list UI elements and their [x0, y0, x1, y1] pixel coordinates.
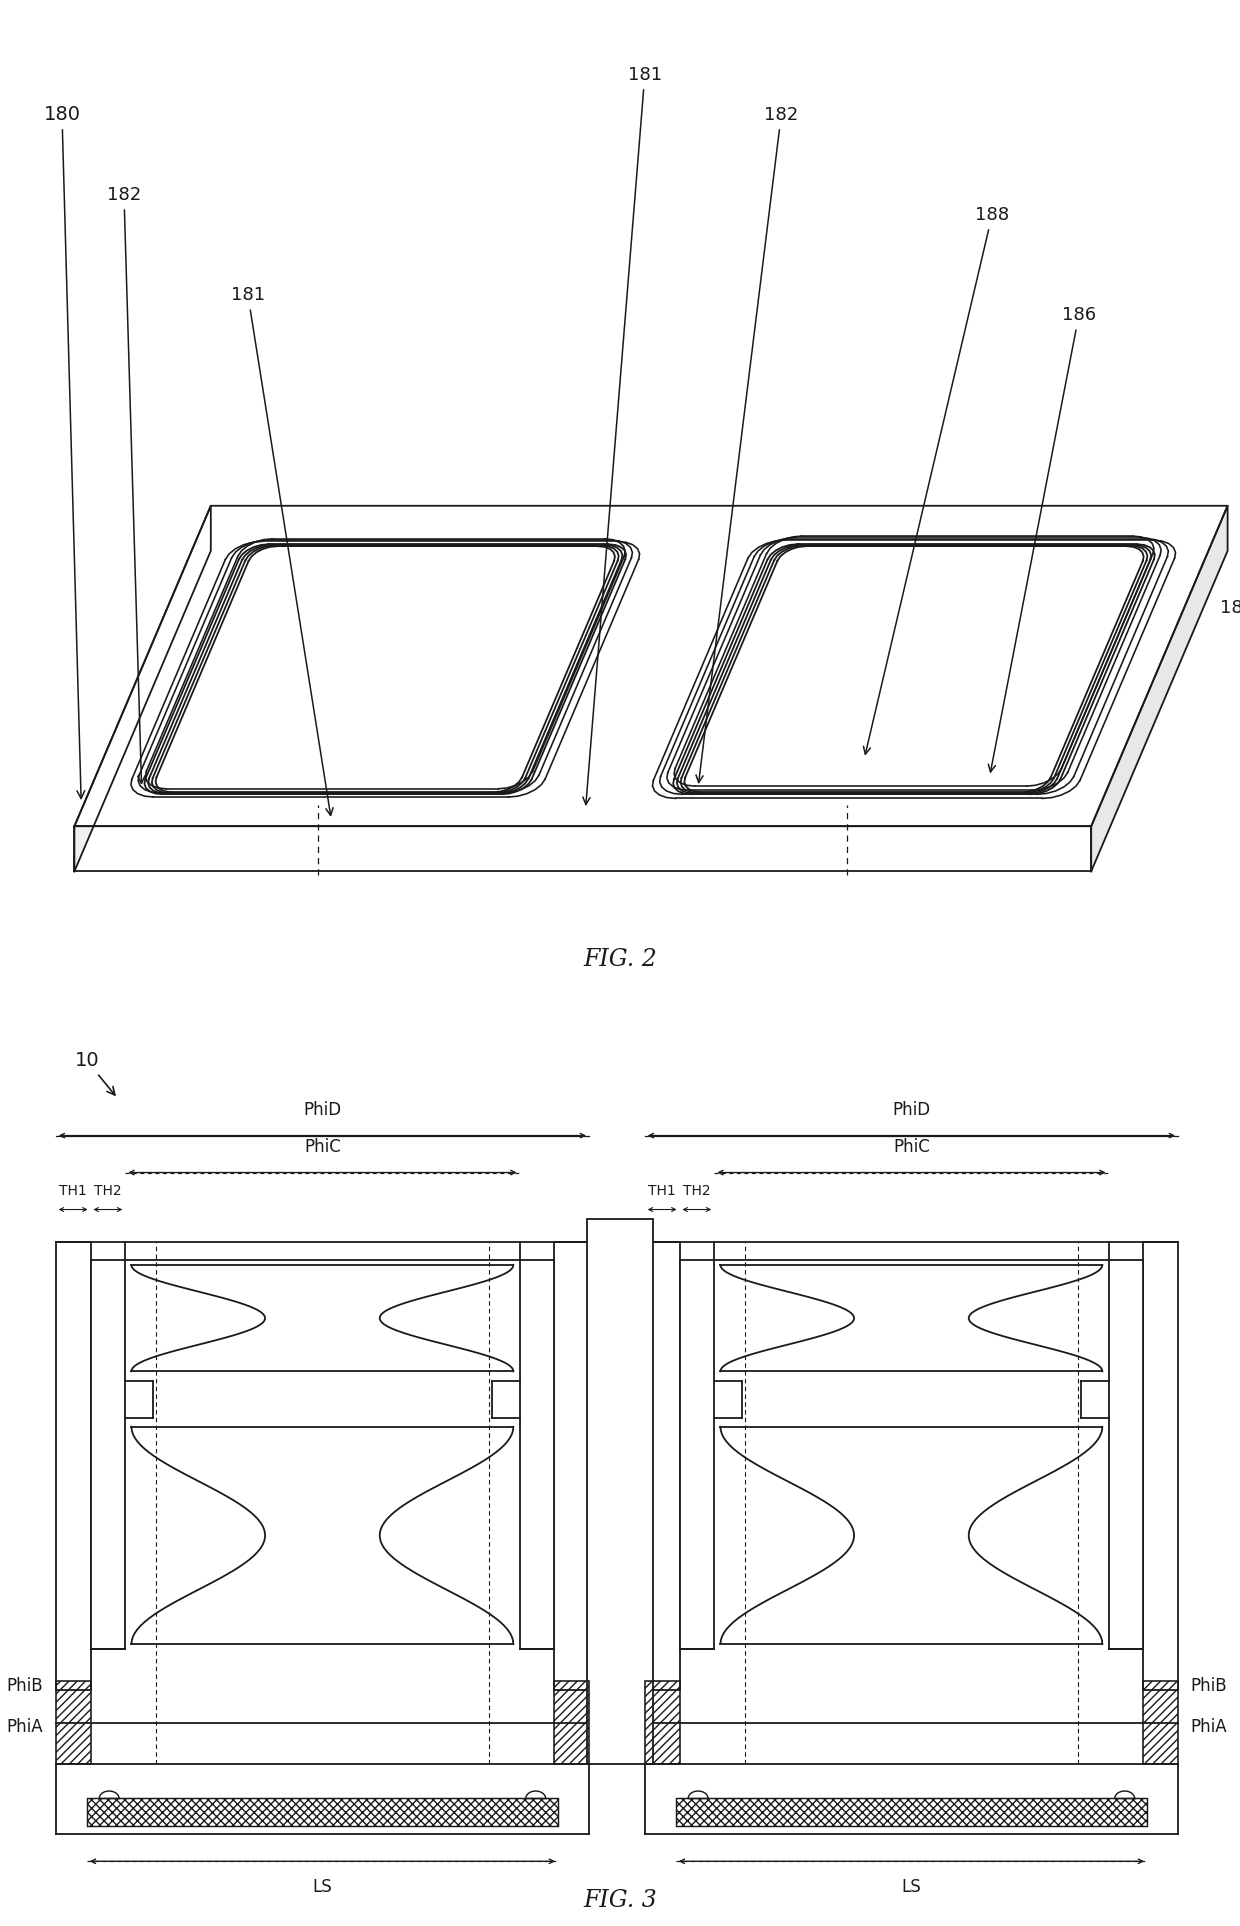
Polygon shape [91, 1260, 125, 1649]
Text: PhiD: PhiD [893, 1102, 930, 1119]
Text: PhiB: PhiB [1190, 1678, 1228, 1695]
Text: FIG. 3: FIG. 3 [583, 1889, 657, 1913]
Text: 181: 181 [583, 65, 662, 805]
Text: PhiA: PhiA [6, 1718, 43, 1735]
Polygon shape [74, 507, 1228, 826]
Polygon shape [1109, 1260, 1143, 1649]
Polygon shape [587, 1219, 653, 1764]
Text: LS: LS [312, 1878, 332, 1895]
Text: 186: 186 [988, 306, 1096, 772]
Text: 182: 182 [107, 187, 145, 784]
Text: TH1: TH1 [60, 1184, 87, 1198]
Polygon shape [1091, 507, 1228, 871]
Text: PhiD: PhiD [304, 1102, 341, 1119]
Polygon shape [74, 507, 211, 871]
Text: 180: 180 [43, 106, 84, 799]
Text: TH1: TH1 [649, 1184, 676, 1198]
Text: 181: 181 [231, 287, 334, 815]
Polygon shape [1143, 1242, 1178, 1691]
Text: TH2: TH2 [683, 1184, 711, 1198]
Polygon shape [554, 1242, 589, 1691]
Text: TH2: TH2 [94, 1184, 122, 1198]
Polygon shape [680, 1260, 714, 1649]
Text: 184: 184 [1219, 599, 1240, 616]
Text: 10: 10 [74, 1052, 115, 1096]
Text: PhiC: PhiC [893, 1138, 930, 1156]
Text: PhiA: PhiA [1190, 1718, 1228, 1735]
Text: 182: 182 [696, 106, 799, 782]
Text: PhiC: PhiC [304, 1138, 341, 1156]
Text: FIG. 2: FIG. 2 [583, 948, 657, 971]
Polygon shape [74, 826, 1091, 871]
Polygon shape [645, 1242, 680, 1691]
Text: 188: 188 [863, 206, 1009, 755]
Text: PhiB: PhiB [6, 1678, 43, 1695]
Polygon shape [520, 1260, 554, 1649]
Polygon shape [56, 1242, 91, 1691]
Text: LS: LS [901, 1878, 921, 1895]
